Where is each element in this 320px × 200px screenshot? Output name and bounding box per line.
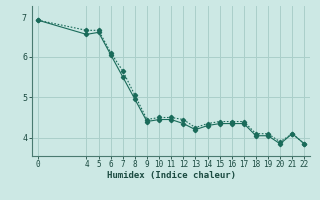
X-axis label: Humidex (Indice chaleur): Humidex (Indice chaleur) [107, 171, 236, 180]
Text: 7: 7 [21, 14, 26, 23]
